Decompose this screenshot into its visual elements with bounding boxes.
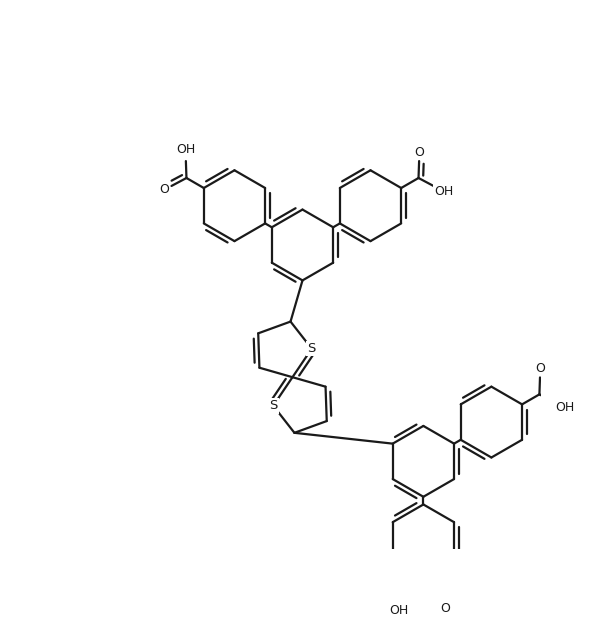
Text: OH: OH	[434, 185, 453, 198]
Text: O: O	[535, 362, 545, 376]
Text: OH: OH	[390, 604, 409, 617]
Text: OH: OH	[176, 143, 195, 156]
Text: OH: OH	[555, 401, 574, 414]
Text: S: S	[308, 342, 316, 355]
Text: S: S	[269, 399, 277, 412]
Text: O: O	[414, 146, 425, 159]
Text: O: O	[440, 602, 450, 615]
Text: O: O	[159, 183, 169, 196]
